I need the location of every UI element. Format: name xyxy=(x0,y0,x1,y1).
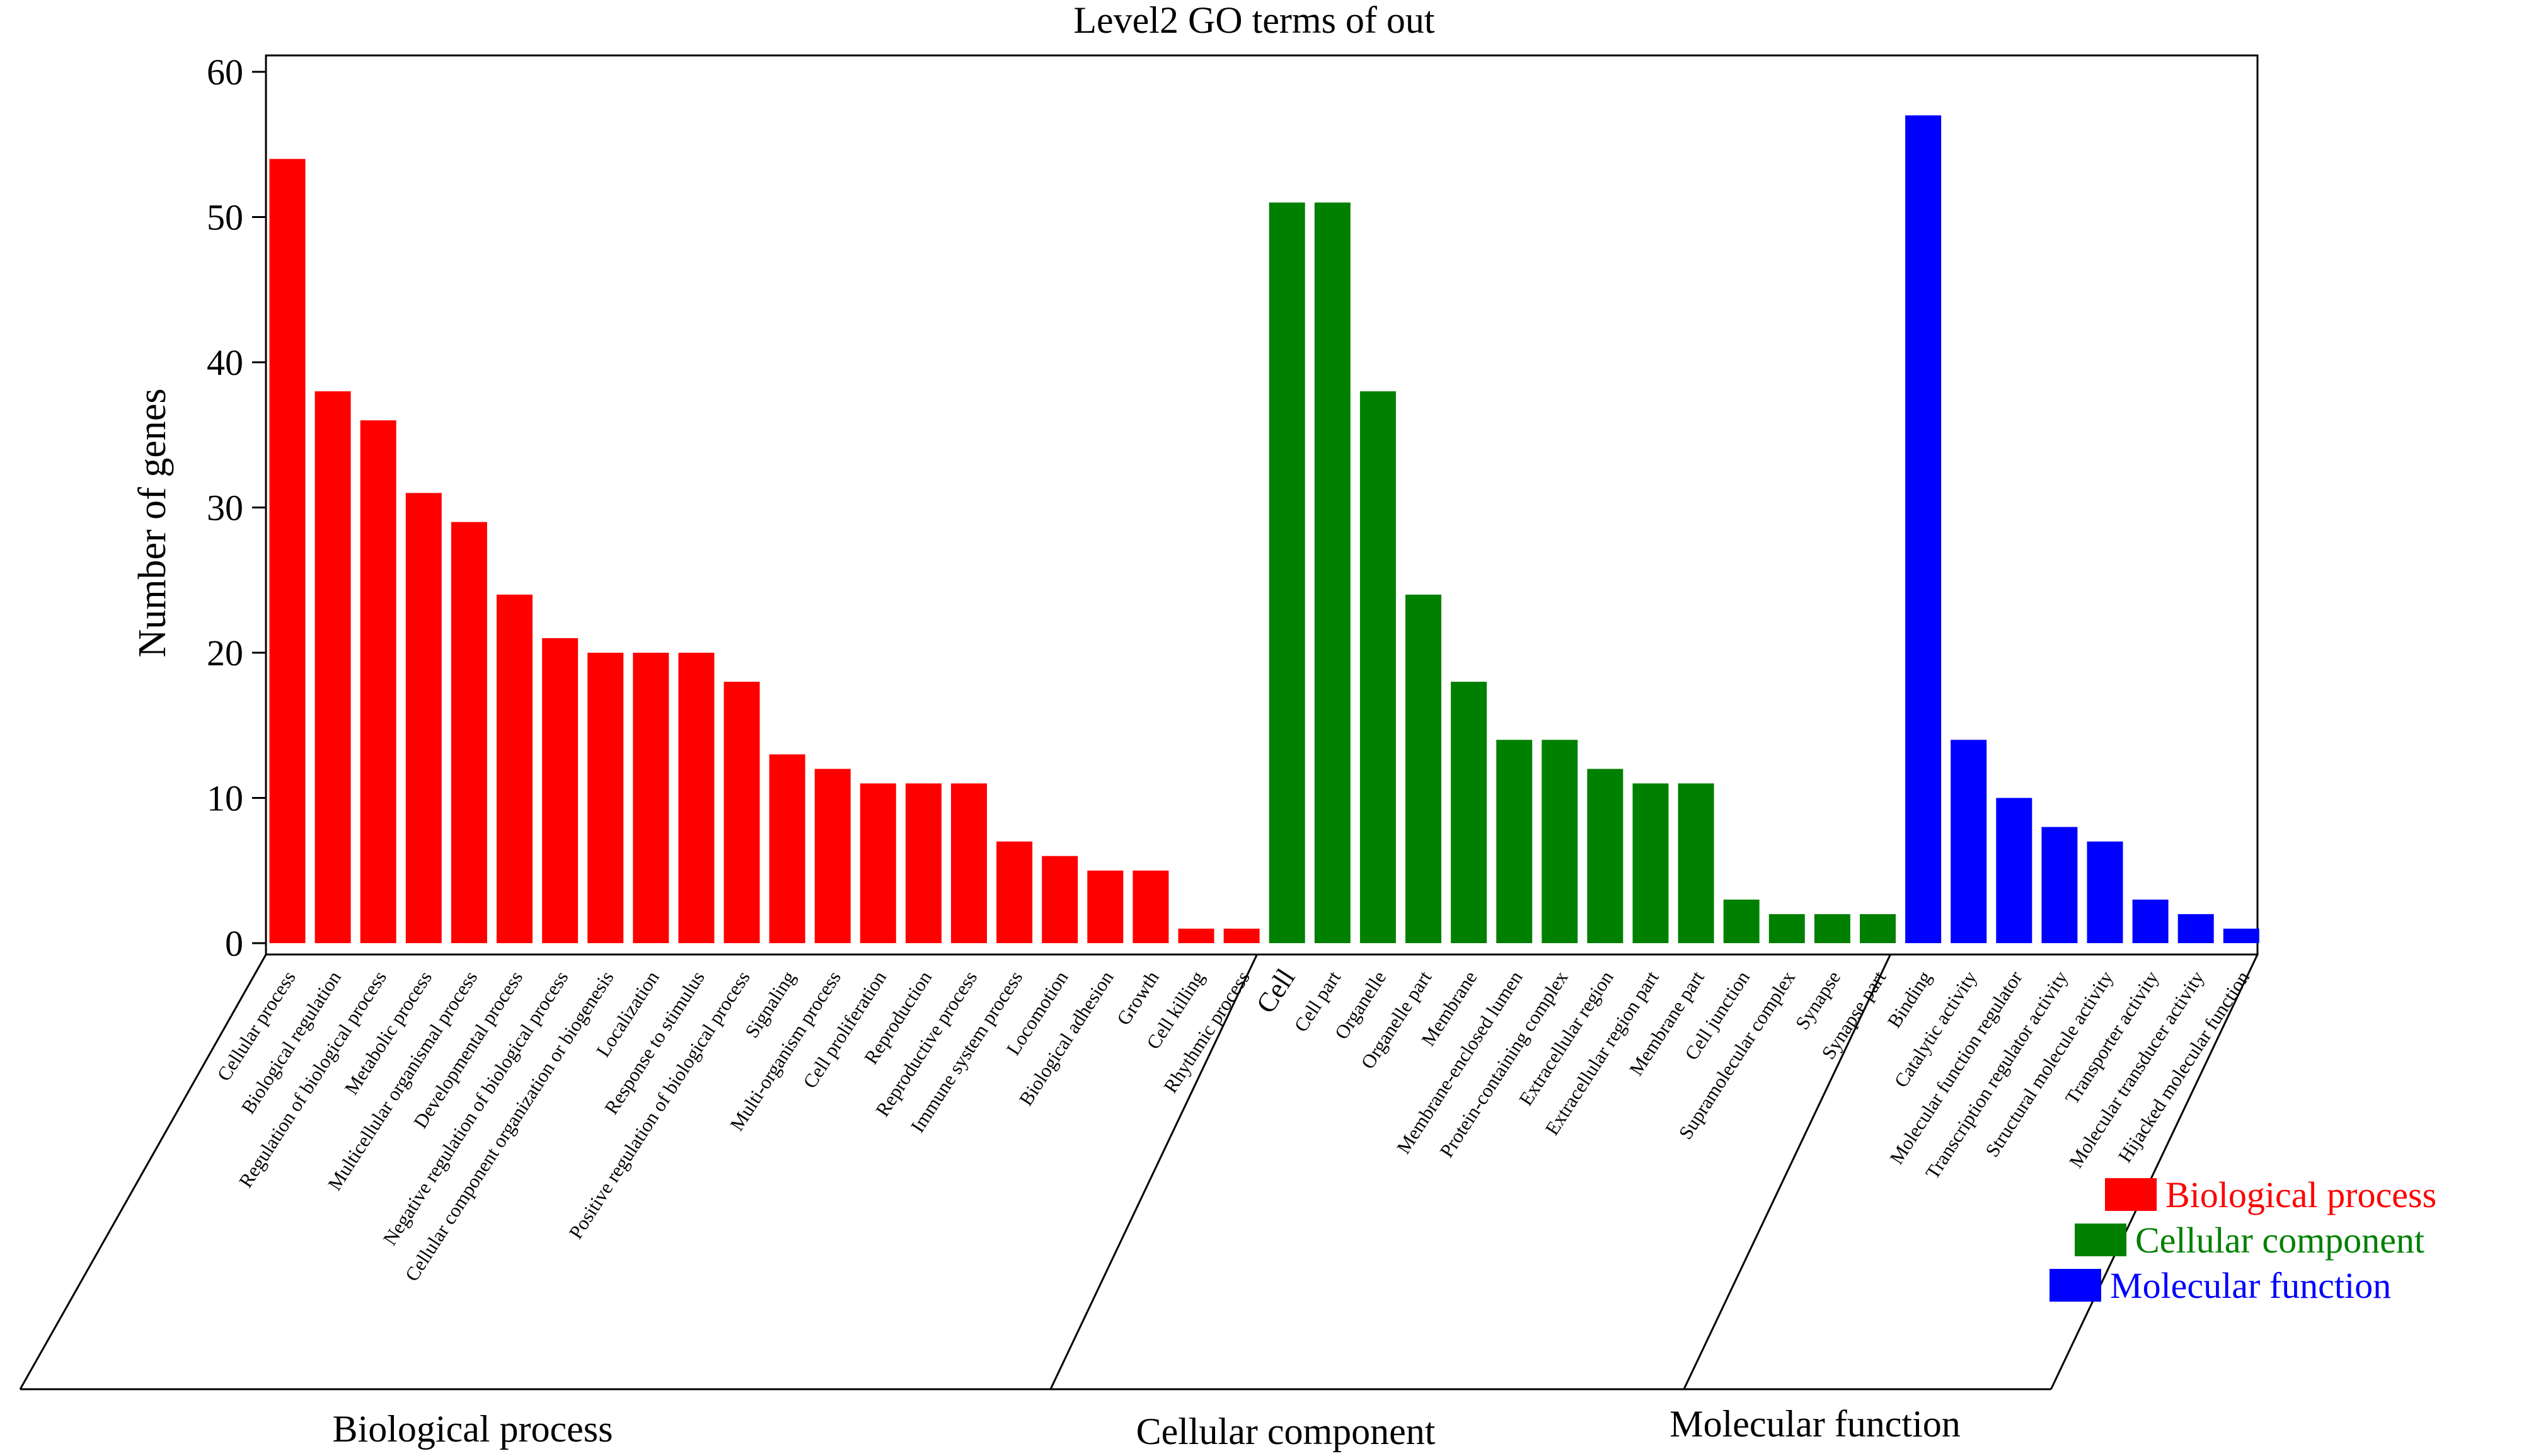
bar xyxy=(405,493,442,943)
bar xyxy=(1587,769,1623,943)
group-panels: Biological process Cellular component Mole… xyxy=(19,954,2259,1452)
bar xyxy=(1542,740,1578,943)
bar xyxy=(314,391,351,943)
y-tick-label: 20 xyxy=(207,633,243,674)
y-tick-label: 50 xyxy=(207,197,243,238)
x-tick-label: Cell xyxy=(1250,963,1301,1019)
panel-edge xyxy=(19,954,267,1390)
y-tick-label: 10 xyxy=(207,778,243,819)
legend-item-cellular-component: Cellular component xyxy=(2075,1217,2436,1263)
bar xyxy=(996,841,1033,943)
bar xyxy=(1723,899,1760,943)
bar xyxy=(1496,740,1533,943)
bars xyxy=(269,115,2259,944)
bar xyxy=(1087,870,1124,943)
bar xyxy=(2087,841,2123,943)
bar xyxy=(1178,928,1214,943)
bar xyxy=(633,653,669,943)
y-axis-label: Number of genes xyxy=(131,389,174,658)
bar xyxy=(678,653,715,943)
bar xyxy=(542,638,579,943)
bar xyxy=(1678,783,1714,943)
bar xyxy=(1451,682,1487,943)
panel-edge xyxy=(1683,954,1891,1390)
group-name: Biological process xyxy=(333,1408,613,1450)
bar xyxy=(1223,928,1260,943)
bar xyxy=(497,594,533,943)
bar xyxy=(814,769,851,943)
bar xyxy=(1314,202,1351,944)
y-tick-label: 0 xyxy=(225,923,243,964)
bar xyxy=(2177,914,2214,943)
y-tick-label: 30 xyxy=(207,488,243,529)
legend-label: Molecular function xyxy=(2110,1264,2392,1306)
legend-item-molecular-function: Molecular function xyxy=(2050,1263,2436,1308)
bar xyxy=(951,783,987,943)
bar xyxy=(2132,899,2169,943)
legend-swatch xyxy=(2075,1224,2126,1256)
bar xyxy=(1269,202,1305,944)
plot-frame xyxy=(265,54,2259,956)
y-tick-label: 60 xyxy=(207,52,243,93)
bar xyxy=(2041,827,2078,943)
bar xyxy=(269,159,306,943)
bar xyxy=(1768,914,1805,943)
legend-label: Cellular component xyxy=(2135,1219,2425,1261)
bar xyxy=(1359,391,1396,943)
group-name: Molecular function xyxy=(1669,1403,1961,1445)
bar xyxy=(860,783,896,943)
bar xyxy=(1860,914,1896,943)
y-tick-label: 40 xyxy=(207,342,243,383)
panel-edge xyxy=(2050,954,2259,1390)
bar xyxy=(1951,740,1987,943)
bar xyxy=(1905,115,1942,943)
bar xyxy=(905,783,942,943)
bar xyxy=(587,653,624,943)
bar xyxy=(1405,594,1441,943)
bar xyxy=(769,754,805,943)
group-name: Cellular component xyxy=(1136,1411,1436,1452)
bar xyxy=(1632,783,1669,943)
y-axis: 0 10 20 30 40 50 60 xyxy=(207,52,266,964)
legend-item-biological-process: Biological process xyxy=(2105,1172,2436,1217)
bar xyxy=(1133,870,1169,943)
bar xyxy=(1814,914,1850,943)
legend-label: Biological process xyxy=(2165,1174,2437,1215)
bar xyxy=(1042,856,1078,943)
panel-edge xyxy=(1049,954,1258,1390)
legend-swatch xyxy=(2105,1178,2157,1211)
bar xyxy=(1996,798,2032,943)
bar xyxy=(724,682,760,943)
legend-swatch xyxy=(2050,1269,2101,1302)
bar xyxy=(451,522,487,943)
bar xyxy=(2223,928,2259,943)
bar xyxy=(360,420,396,943)
chart-title: Level2 GO terms of out xyxy=(1073,0,1435,41)
legend: Biological process Cellular component Mo… xyxy=(2050,1172,2436,1308)
